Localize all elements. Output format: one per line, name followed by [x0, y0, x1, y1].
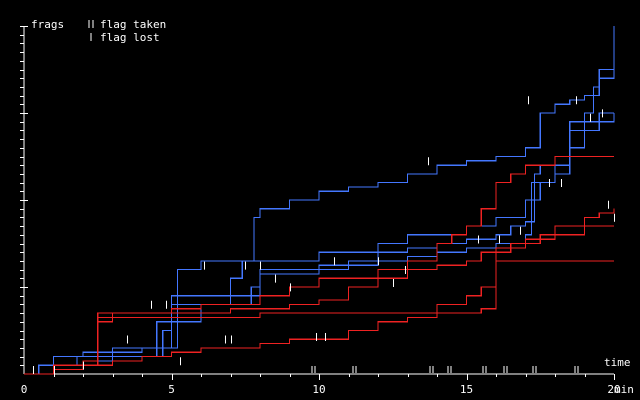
legend: flag taken flag lost	[88, 18, 166, 44]
legend-flag-taken-marker	[88, 20, 94, 28]
x-axis-unit: min	[614, 383, 634, 396]
flag-taken-marker	[311, 366, 316, 373]
flag-taken-marker	[574, 366, 579, 373]
flag-taken-marker	[482, 366, 487, 373]
series-line-blue-2	[24, 26, 615, 375]
x-tick-label: 10	[312, 383, 325, 396]
axes: 0 5 10 15 20	[20, 26, 621, 396]
flag-taken-marker	[352, 366, 357, 373]
legend-flag-lost-label: flag lost	[100, 31, 160, 44]
x-tick-label: 15	[460, 383, 473, 396]
flag-taken-marker	[447, 366, 452, 373]
y-axis-label: frags	[31, 18, 64, 31]
flag-taken-marker	[532, 366, 537, 373]
x-tick-label: 20	[607, 383, 620, 396]
x-tick-label: 0	[21, 383, 28, 396]
flag-taken-marker	[503, 366, 508, 373]
legend-flag-taken-label: flag taken	[100, 18, 166, 31]
series-layer	[24, 26, 615, 375]
x-tick-label: 5	[168, 383, 175, 396]
flag-taken-marker	[429, 366, 434, 373]
series-line-red-6	[24, 208, 615, 375]
flag-marker-layer	[33, 96, 615, 374]
series-line-red-7	[24, 225, 614, 375]
x-axis-label: time	[604, 356, 631, 369]
